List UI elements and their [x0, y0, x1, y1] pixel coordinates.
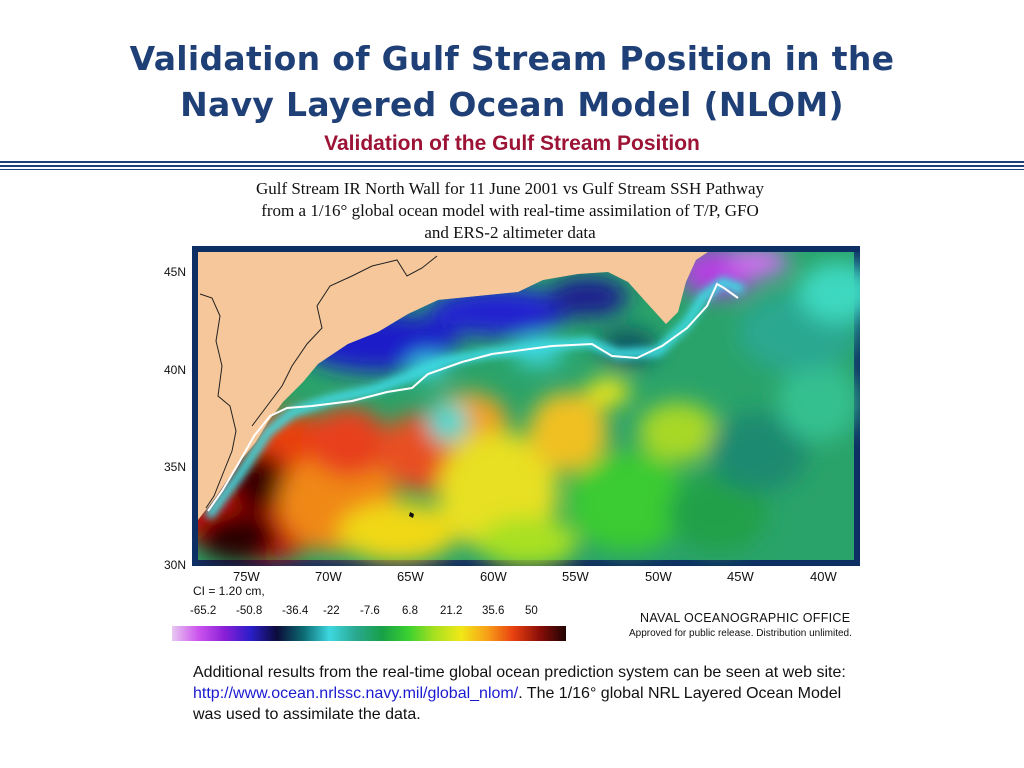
footer-text-part1: Additional results from the real-time gl… [193, 664, 846, 681]
lon-label: 55W [562, 569, 589, 584]
colorbar-value: -7.6 [360, 605, 380, 617]
divider-line-bottom [0, 169, 1024, 170]
footer-text-part2: . The 1/16° global NRL Layered Ocean Mod… [193, 685, 842, 723]
island-outline [409, 512, 414, 518]
lat-label: 35N [164, 460, 187, 474]
lon-label: 40W [810, 569, 837, 584]
lat-label: 30N [164, 558, 187, 572]
slide-title-line2: Navy Layered Ocean Model (NLOM) [180, 85, 844, 124]
figure-title-line: Gulf Stream IR North Wall for 11 June 20… [255, 179, 765, 198]
lon-label: 45W [727, 569, 754, 584]
colorbar-value: 6.8 [402, 605, 418, 617]
website-link[interactable]: http://www.ocean.nrlssc.navy.mil/global_… [193, 685, 519, 702]
lon-label: 70W [315, 569, 342, 584]
colorbar-value: -50.8 [236, 605, 263, 617]
divider-line-mid [0, 165, 1024, 167]
figure-title-line: from a 1/16° global ocean model with rea… [261, 201, 759, 220]
slide-title: Validation of Gulf Stream Position in th… [0, 36, 1024, 128]
colorbar-value: -65.2 [190, 605, 217, 617]
figure-title: Gulf Stream IR North Wall for 11 June 20… [160, 178, 860, 244]
agency-name: NAVAL OCEANOGRAPHIC OFFICE [640, 611, 851, 625]
colorbar-value: 21.2 [440, 605, 463, 617]
slide-title-line1: Validation of Gulf Stream Position in th… [129, 39, 895, 78]
lon-label: 65W [397, 569, 424, 584]
ssh-map [192, 246, 860, 566]
lon-label: 75W [233, 569, 260, 584]
slide-subtitle: Validation of the Gulf Stream Position [324, 132, 700, 155]
colorbar [172, 626, 566, 641]
lat-label: 45N [164, 265, 187, 279]
lon-label: 60W [480, 569, 507, 584]
colorbar-value: 50 [525, 605, 538, 617]
lon-label: 50W [645, 569, 672, 584]
coastline [199, 293, 237, 509]
divider-line-top [0, 161, 1024, 163]
footer-text: Additional results from the real-time gl… [193, 662, 853, 725]
colorbar-value: -22 [323, 605, 340, 617]
figure-title-line: and ERS-2 altimeter data [424, 223, 596, 242]
release-note: Approved for public release. Distributio… [629, 628, 852, 639]
contour-interval: CI = 1.20 cm, [193, 584, 265, 598]
colorbar-value: 35.6 [482, 605, 505, 617]
gulf-stream-north-wall [207, 282, 739, 512]
lat-label: 40N [164, 363, 187, 377]
colorbar-value: -36.4 [282, 605, 309, 617]
coastline-north [251, 255, 438, 427]
